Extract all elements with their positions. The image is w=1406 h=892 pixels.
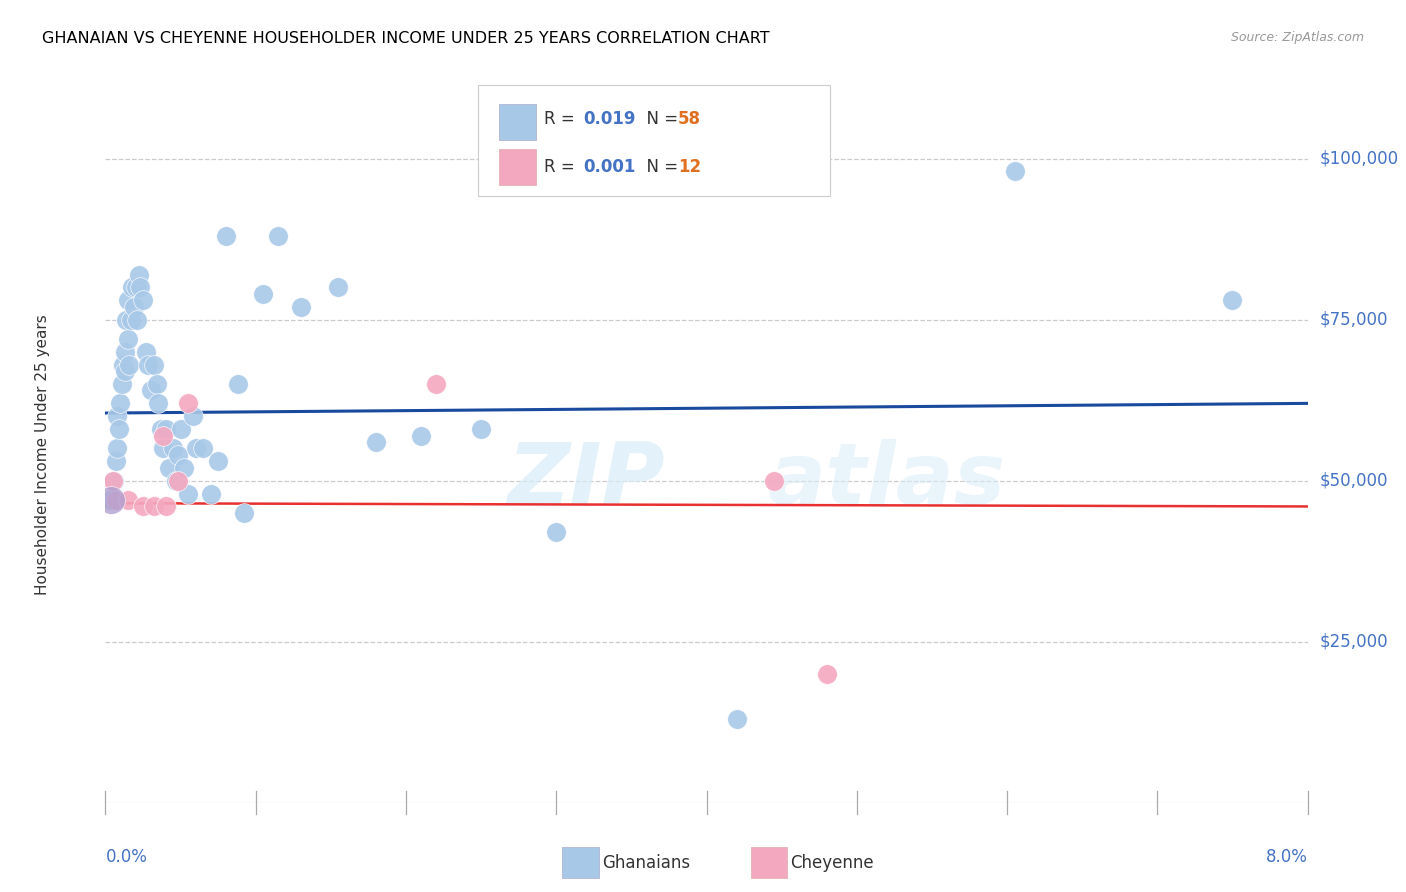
Point [108,422,131,436]
Point [121,280,143,294]
Point [124,280,146,294]
Point [155,500,177,514]
Point [107,409,129,424]
Point [100,493,122,508]
Text: Householder Income Under 25 years: Householder Income Under 25 years [35,315,49,595]
Text: $25,000: $25,000 [1320,632,1388,651]
Point [207,454,229,468]
Point [152,428,174,442]
Point [546,525,568,540]
Text: Cheyenne: Cheyenne [790,854,873,871]
Text: 12: 12 [678,158,700,176]
Point [111,377,134,392]
Point [252,286,274,301]
Point [120,312,142,326]
Point [135,344,157,359]
Point [110,396,132,410]
Point [177,486,200,500]
Point [104,493,127,508]
Text: R =: R = [544,158,581,176]
Point [117,332,139,346]
Point [181,409,204,424]
Text: $75,000: $75,000 [1320,310,1388,328]
Point [169,422,191,436]
Point [162,442,184,456]
Point [214,228,236,243]
Text: N =: N = [636,158,683,176]
Text: 0.019: 0.019 [583,110,636,128]
Point [328,280,350,294]
Point [290,300,312,314]
Point [1004,164,1026,178]
Point [107,442,129,456]
Point [409,428,432,442]
Point [122,300,145,314]
Point [101,474,124,488]
Text: 8.0%: 8.0% [1265,848,1308,866]
Point [166,448,188,462]
Point [166,474,188,488]
Point [136,358,159,372]
Point [125,312,148,326]
Text: ZIP: ZIP [508,439,665,522]
Point [232,506,254,520]
Point [146,396,169,410]
Point [267,228,290,243]
Text: Source: ZipAtlas.com: Source: ZipAtlas.com [1230,31,1364,45]
Point [470,422,492,436]
Point [117,493,139,508]
Point [128,268,150,282]
Point [129,280,152,294]
Point [815,667,838,681]
Point [112,358,135,372]
Point [104,454,127,468]
Point [191,442,214,456]
Point [132,500,155,514]
Point [139,384,162,398]
Text: $50,000: $50,000 [1320,472,1388,490]
Point [200,486,222,500]
Text: GHANAIAN VS CHEYENNE HOUSEHOLDER INCOME UNDER 25 YEARS CORRELATION CHART: GHANAIAN VS CHEYENNE HOUSEHOLDER INCOME … [42,31,770,46]
Point [114,344,136,359]
Point [155,422,177,436]
Point [152,442,174,456]
Point [1222,293,1244,308]
Point [725,712,748,726]
Text: Ghanaians: Ghanaians [602,854,690,871]
Point [118,358,141,372]
Point [100,493,122,508]
Point [103,474,125,488]
Point [173,460,195,475]
Point [142,358,165,372]
Point [150,422,173,436]
Point [763,474,786,488]
Point [117,293,139,308]
Point [165,474,187,488]
Text: 0.001: 0.001 [583,158,636,176]
Point [145,377,167,392]
Point [114,364,136,378]
Point [364,435,387,450]
Point [177,396,200,410]
Text: R =: R = [544,110,581,128]
Point [226,377,249,392]
Point [132,293,155,308]
Point [142,500,165,514]
Point [115,312,138,326]
Text: $100,000: $100,000 [1320,150,1399,168]
Text: atlas: atlas [768,439,1005,522]
Text: N =: N = [636,110,683,128]
Text: 58: 58 [678,110,700,128]
Text: 0.0%: 0.0% [105,848,148,866]
Point [425,377,447,392]
Point [157,460,180,475]
Point [184,442,207,456]
